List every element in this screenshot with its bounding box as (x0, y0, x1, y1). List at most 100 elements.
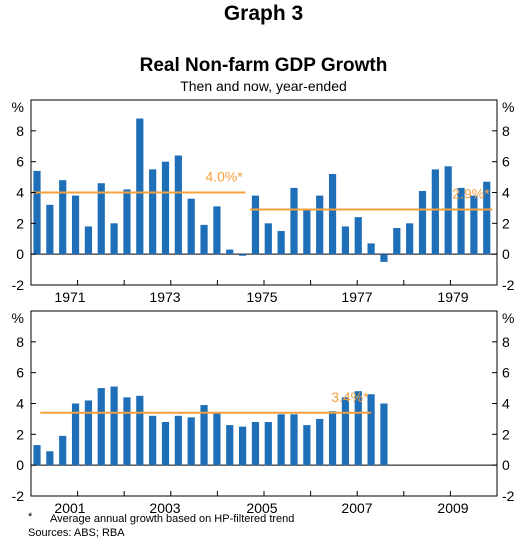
bar-top-2 (59, 180, 67, 255)
bar-top-27 (380, 254, 388, 262)
bar-top-31 (431, 169, 439, 255)
bar-bottom-26 (367, 394, 375, 466)
xtick-label-top-3: 1977 (341, 289, 372, 305)
ytick-label-right-top: 6 (502, 154, 510, 170)
bar-top-30 (418, 190, 427, 255)
xtick-label-top-1: 1973 (149, 289, 180, 305)
bar-bottom-16 (239, 426, 247, 466)
bar-top-19 (277, 231, 285, 255)
yunit-left-bottom: % (12, 310, 24, 326)
bar-top-22 (316, 195, 324, 255)
yunit-right-top: % (502, 99, 514, 115)
bar-top-20 (290, 187, 298, 255)
bar-top-23 (328, 174, 337, 255)
bar-top-26 (367, 243, 375, 255)
ytick-label-left-top: 6 (16, 154, 24, 170)
bar-bottom-14 (213, 412, 221, 466)
bar-top-34 (470, 195, 478, 255)
bar-top-24 (341, 226, 349, 255)
ytick-label-right-bottom: 8 (502, 334, 510, 350)
ytick-label-left-bottom: 6 (16, 365, 24, 381)
bar-bottom-18 (264, 422, 272, 466)
bar-bottom-21 (303, 425, 311, 466)
ytick-label-left-bottom: 4 (16, 396, 24, 412)
bar-bottom-20 (290, 414, 298, 466)
ytick-label-right-top: 4 (502, 185, 510, 201)
ytick-label-right-top: -2 (502, 277, 515, 293)
bar-top-9 (149, 169, 157, 255)
ytick-label-right-top: 0 (502, 246, 510, 262)
sources-note: Sources: ABS; RBA (28, 527, 125, 539)
bar-bottom-5 (97, 388, 105, 466)
bar-top-35 (483, 181, 491, 255)
bar-top-3 (71, 195, 80, 255)
ytick-label-left-top: -2 (12, 277, 25, 293)
bar-bottom-23 (328, 411, 337, 466)
bar-top-1 (46, 204, 54, 255)
bar-top-5 (97, 183, 105, 255)
ytick-label-right-top: 8 (502, 123, 510, 139)
bar-top-29 (406, 223, 414, 255)
xtick-label-bottom-1: 2003 (149, 500, 180, 516)
bar-top-25 (354, 217, 362, 255)
bar-top-33 (457, 187, 465, 255)
average-label-top-0: 4.0%* (205, 169, 243, 185)
ytick-label-right-bottom: -2 (502, 488, 515, 504)
bar-bottom-19 (277, 414, 285, 466)
bar-bottom-2 (59, 435, 67, 466)
bar-bottom-11 (174, 415, 182, 466)
ytick-label-right-bottom: 4 (502, 396, 510, 412)
ytick-label-left-top: 0 (16, 246, 24, 262)
bar-top-13 (200, 224, 208, 255)
bar-bottom-22 (316, 418, 324, 466)
bar-top-21 (303, 209, 311, 255)
bar-top-8 (136, 118, 144, 255)
bar-top-6 (110, 223, 118, 255)
yunit-left-top: % (12, 99, 24, 115)
ytick-label-right-bottom: 2 (502, 426, 510, 442)
bar-bottom-17 (251, 422, 260, 466)
bar-bottom-8 (136, 395, 144, 466)
bar-bottom-25 (354, 391, 362, 466)
bar-bottom-12 (187, 417, 195, 466)
bar-bottom-10 (161, 422, 170, 466)
xtick-label-bottom-4: 2009 (437, 500, 468, 516)
ytick-label-left-bottom: 8 (16, 334, 24, 350)
ytick-label-right-top: 2 (502, 215, 510, 231)
bar-top-10 (161, 161, 170, 255)
footnote-text: Average annual growth based on HP-filter… (50, 513, 295, 525)
xtick-label-top-2: 1975 (246, 289, 277, 305)
bar-top-16 (239, 254, 247, 256)
bar-bottom-7 (123, 397, 131, 466)
xtick-label-bottom-0: 2001 (54, 500, 85, 516)
xtick-label-top-4: 1979 (437, 289, 468, 305)
bar-bottom-27 (380, 403, 388, 466)
bar-top-17 (251, 195, 260, 255)
bar-bottom-9 (149, 415, 157, 466)
chart-subtitle: Then and now, year-ended (180, 78, 347, 94)
yunit-right-bottom: % (502, 310, 514, 326)
bar-top-4 (84, 226, 92, 255)
bar-top-18 (264, 223, 272, 255)
chart-title: Real Non-farm GDP Growth (139, 55, 388, 76)
ytick-label-left-top: 2 (16, 215, 24, 231)
bar-bottom-1 (46, 451, 54, 466)
bar-top-14 (213, 206, 221, 255)
average-label-bottom-0: 3.4%* (331, 389, 369, 405)
graph-number: Graph 3 (223, 2, 304, 25)
ytick-label-right-bottom: 0 (502, 457, 510, 473)
xtick-label-bottom-3: 2007 (341, 500, 372, 516)
bar-top-11 (174, 155, 182, 255)
bar-bottom-4 (84, 400, 92, 466)
footnote-star: * (28, 511, 33, 523)
bar-top-15 (226, 249, 234, 255)
ytick-label-left-bottom: 2 (16, 426, 24, 442)
bar-bottom-13 (200, 405, 208, 466)
bar-bottom-3 (71, 403, 80, 466)
xtick-label-top-0: 1971 (54, 289, 85, 305)
bar-bottom-6 (110, 386, 118, 466)
bar-top-0 (33, 170, 41, 255)
ytick-label-left-top: 8 (16, 123, 24, 139)
average-label-top-1: 2.9%* (452, 186, 490, 202)
